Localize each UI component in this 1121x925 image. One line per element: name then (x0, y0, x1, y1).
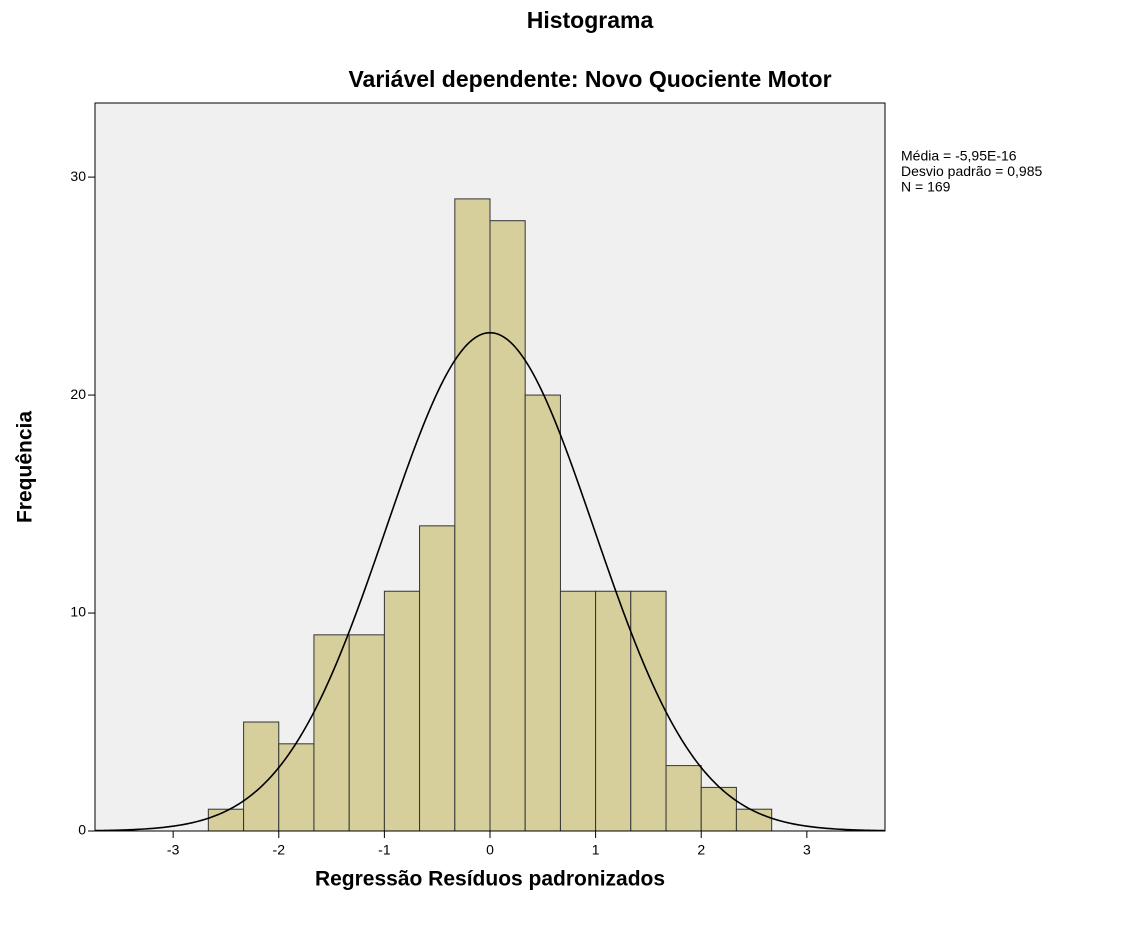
chart-title: Histograma (527, 7, 654, 33)
normal-curve (94, 331, 886, 832)
y-tick-label: 30 (70, 168, 86, 184)
stats-text: Média = -5,95E-16 (901, 148, 1017, 164)
x-tick-label: -1 (378, 842, 391, 858)
bar (665, 765, 702, 832)
bar (559, 590, 597, 832)
bar (243, 721, 280, 832)
bar (595, 590, 632, 832)
x-tick-label: 0 (486, 842, 494, 858)
bar (313, 634, 350, 832)
x-tick-label: 3 (803, 842, 811, 858)
bar (454, 198, 491, 832)
x-tick-label: 2 (697, 842, 705, 858)
y-tick-label: 20 (70, 386, 86, 402)
bar (524, 394, 561, 832)
bar (489, 220, 526, 832)
bar (348, 634, 385, 832)
y-tick-label: 0 (78, 822, 86, 838)
x-tick-label: 1 (592, 842, 600, 858)
bar (383, 590, 421, 832)
x-tick-label: -3 (167, 842, 180, 858)
bar (278, 743, 315, 832)
x-axis-label: Regressão Resíduos padronizados (315, 868, 665, 891)
y-axis-label: Frequência (14, 411, 37, 523)
x-tick-label: -2 (273, 842, 286, 858)
y-tick-label: 10 (70, 604, 86, 620)
bar (630, 590, 667, 832)
bar (207, 808, 245, 832)
chart-subtitle: Variável dependente: Novo Quociente Moto… (348, 66, 831, 92)
bar (735, 808, 773, 832)
bar (700, 786, 737, 832)
bar (419, 525, 456, 832)
stats-text: Desvio padrão = 0,985 (901, 163, 1042, 179)
stats-text: N = 169 (901, 179, 951, 195)
